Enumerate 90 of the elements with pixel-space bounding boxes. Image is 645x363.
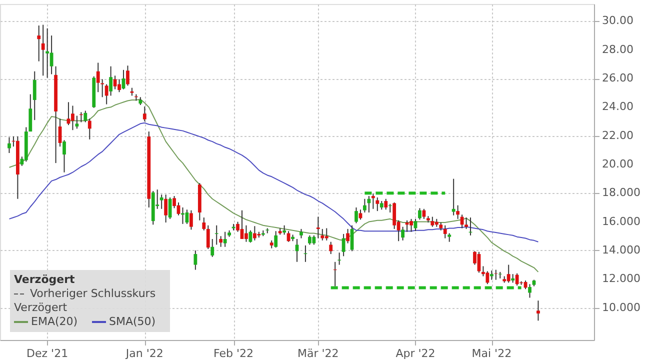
candlestick [515,272,519,286]
y-tick-label: 22.00 [602,128,634,142]
y-tick-label: 26.00 [602,72,634,85]
candlestick [329,241,333,255]
candlestick [506,264,510,284]
legend-label: SMA(50) [109,315,156,328]
candlestick [300,228,303,239]
y-tick-label: 16.000 [602,214,640,228]
candlestick [142,106,146,122]
candlestick [118,78,121,93]
candlestick [308,234,312,246]
legend-title: Verzögert [14,273,75,286]
candlestick [84,110,88,123]
x-tick-label: Mär '22 [298,347,339,360]
candlestick [320,228,324,241]
legend-label: EMA(20) [31,315,78,328]
y-tick-label: 30.00 [602,14,634,28]
candlestick [354,206,358,224]
candlestick [223,231,227,248]
y-tick-label: 18.000 [602,186,640,200]
candlestick [71,105,74,131]
candlestick [32,70,36,121]
candlestick [282,224,286,236]
y-tick-label: 10.000 [602,300,640,314]
candlestick [384,198,388,210]
candlestick [266,228,270,234]
candlestick [28,94,32,132]
candlestick [109,66,112,96]
candlestick [346,228,350,244]
candlestick [50,35,54,75]
candlestick [312,234,316,246]
candlestick [367,196,371,213]
candlestick [456,204,460,220]
x-tick-label: Mai '22 [472,347,512,360]
candlestick [274,230,278,248]
candlestick [536,300,540,322]
candlestick [46,28,50,78]
annotation: Vorheriger Schlusskurs [30,287,156,300]
candlestick [248,230,252,244]
candlestick [371,193,375,210]
candlestick [401,226,404,241]
candlestick [219,236,223,248]
candlestick [96,62,100,93]
candlestick [62,140,66,173]
candlestick [100,78,104,98]
candlestick [464,216,468,230]
candlestick [494,269,498,280]
candlestick [486,270,490,285]
candlestick [160,194,164,210]
candlestick [75,115,79,130]
candlestick [324,228,328,241]
y-tick-label: 14.000 [602,243,640,256]
candlestick [210,238,214,258]
candlestick [244,224,248,242]
candlestick [113,75,117,90]
x-tick-label: Apr '22 [396,347,436,360]
y-tick-label: 20.00 [602,157,634,170]
candlestick [418,208,422,220]
x-tick-label: Feb '22 [214,347,254,360]
candlestick [392,202,396,230]
candlestick [252,226,256,241]
candlestick [88,118,92,140]
y-tick-label: 28.00 [602,42,634,56]
annotation: Verzögert [14,301,68,314]
candlestick [528,284,532,298]
candlestick [164,194,168,224]
candlestick [452,178,456,216]
y-tick-label: 24.00 [602,100,634,114]
candlestick [430,216,434,228]
candlestick [342,233,346,257]
candlestick [202,216,206,231]
candlestick [126,65,130,86]
candlestick [376,196,380,212]
candlestick [190,210,193,230]
candlestick [41,24,45,76]
candlestick [363,198,366,213]
candlestick [8,136,11,154]
candlestick [206,224,210,250]
line-series [8,98,539,272]
candlestick [37,24,41,62]
candlestick [490,270,494,280]
candlestick [443,224,447,239]
x-tick-label: Jan '22 [124,347,164,360]
y-tick-label: 12.000 [602,272,640,286]
candlestick [181,206,184,224]
candlestick [316,216,320,239]
candlestick [104,84,108,105]
candlestick [410,218,413,232]
x-tick-label: Dez '21 [26,347,68,360]
candlestick [194,250,198,270]
